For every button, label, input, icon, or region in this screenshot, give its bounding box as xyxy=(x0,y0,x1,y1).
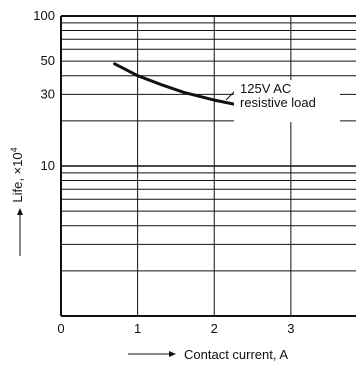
y-tick-label: 30 xyxy=(41,86,55,101)
x-tick-label: 1 xyxy=(134,321,141,336)
y-axis-label-exponent: 4 xyxy=(9,147,19,152)
x-axis-arrow xyxy=(128,351,176,357)
svg-text:Life, ×104: Life, ×104 xyxy=(9,147,25,202)
plot-frame xyxy=(60,15,356,317)
annotation-line-1: 125V AC xyxy=(240,81,291,96)
y-tick-label: 10 xyxy=(41,158,55,173)
y-axis-arrow xyxy=(17,208,23,256)
x-tick-label: 0 xyxy=(57,321,64,336)
annotation-line-2: resistive load xyxy=(240,95,316,110)
y-tick-label: 100 xyxy=(33,8,55,23)
y-tick-labels: 10 30 50 100 xyxy=(33,8,55,173)
y-axis-label-text: Life, ×10 xyxy=(10,152,25,202)
annotation-leader-line xyxy=(225,90,236,101)
y-tick-label: 50 xyxy=(41,53,55,68)
grid xyxy=(61,16,356,316)
y-axis-label: Life, ×104 xyxy=(9,147,25,202)
x-tick-label: 2 xyxy=(211,321,218,336)
x-tick-labels: 0 1 2 3 xyxy=(57,321,294,336)
x-axis-label: Contact current, A xyxy=(184,347,288,362)
annotation-box xyxy=(234,80,340,122)
x-tick-label: 3 xyxy=(287,321,294,336)
